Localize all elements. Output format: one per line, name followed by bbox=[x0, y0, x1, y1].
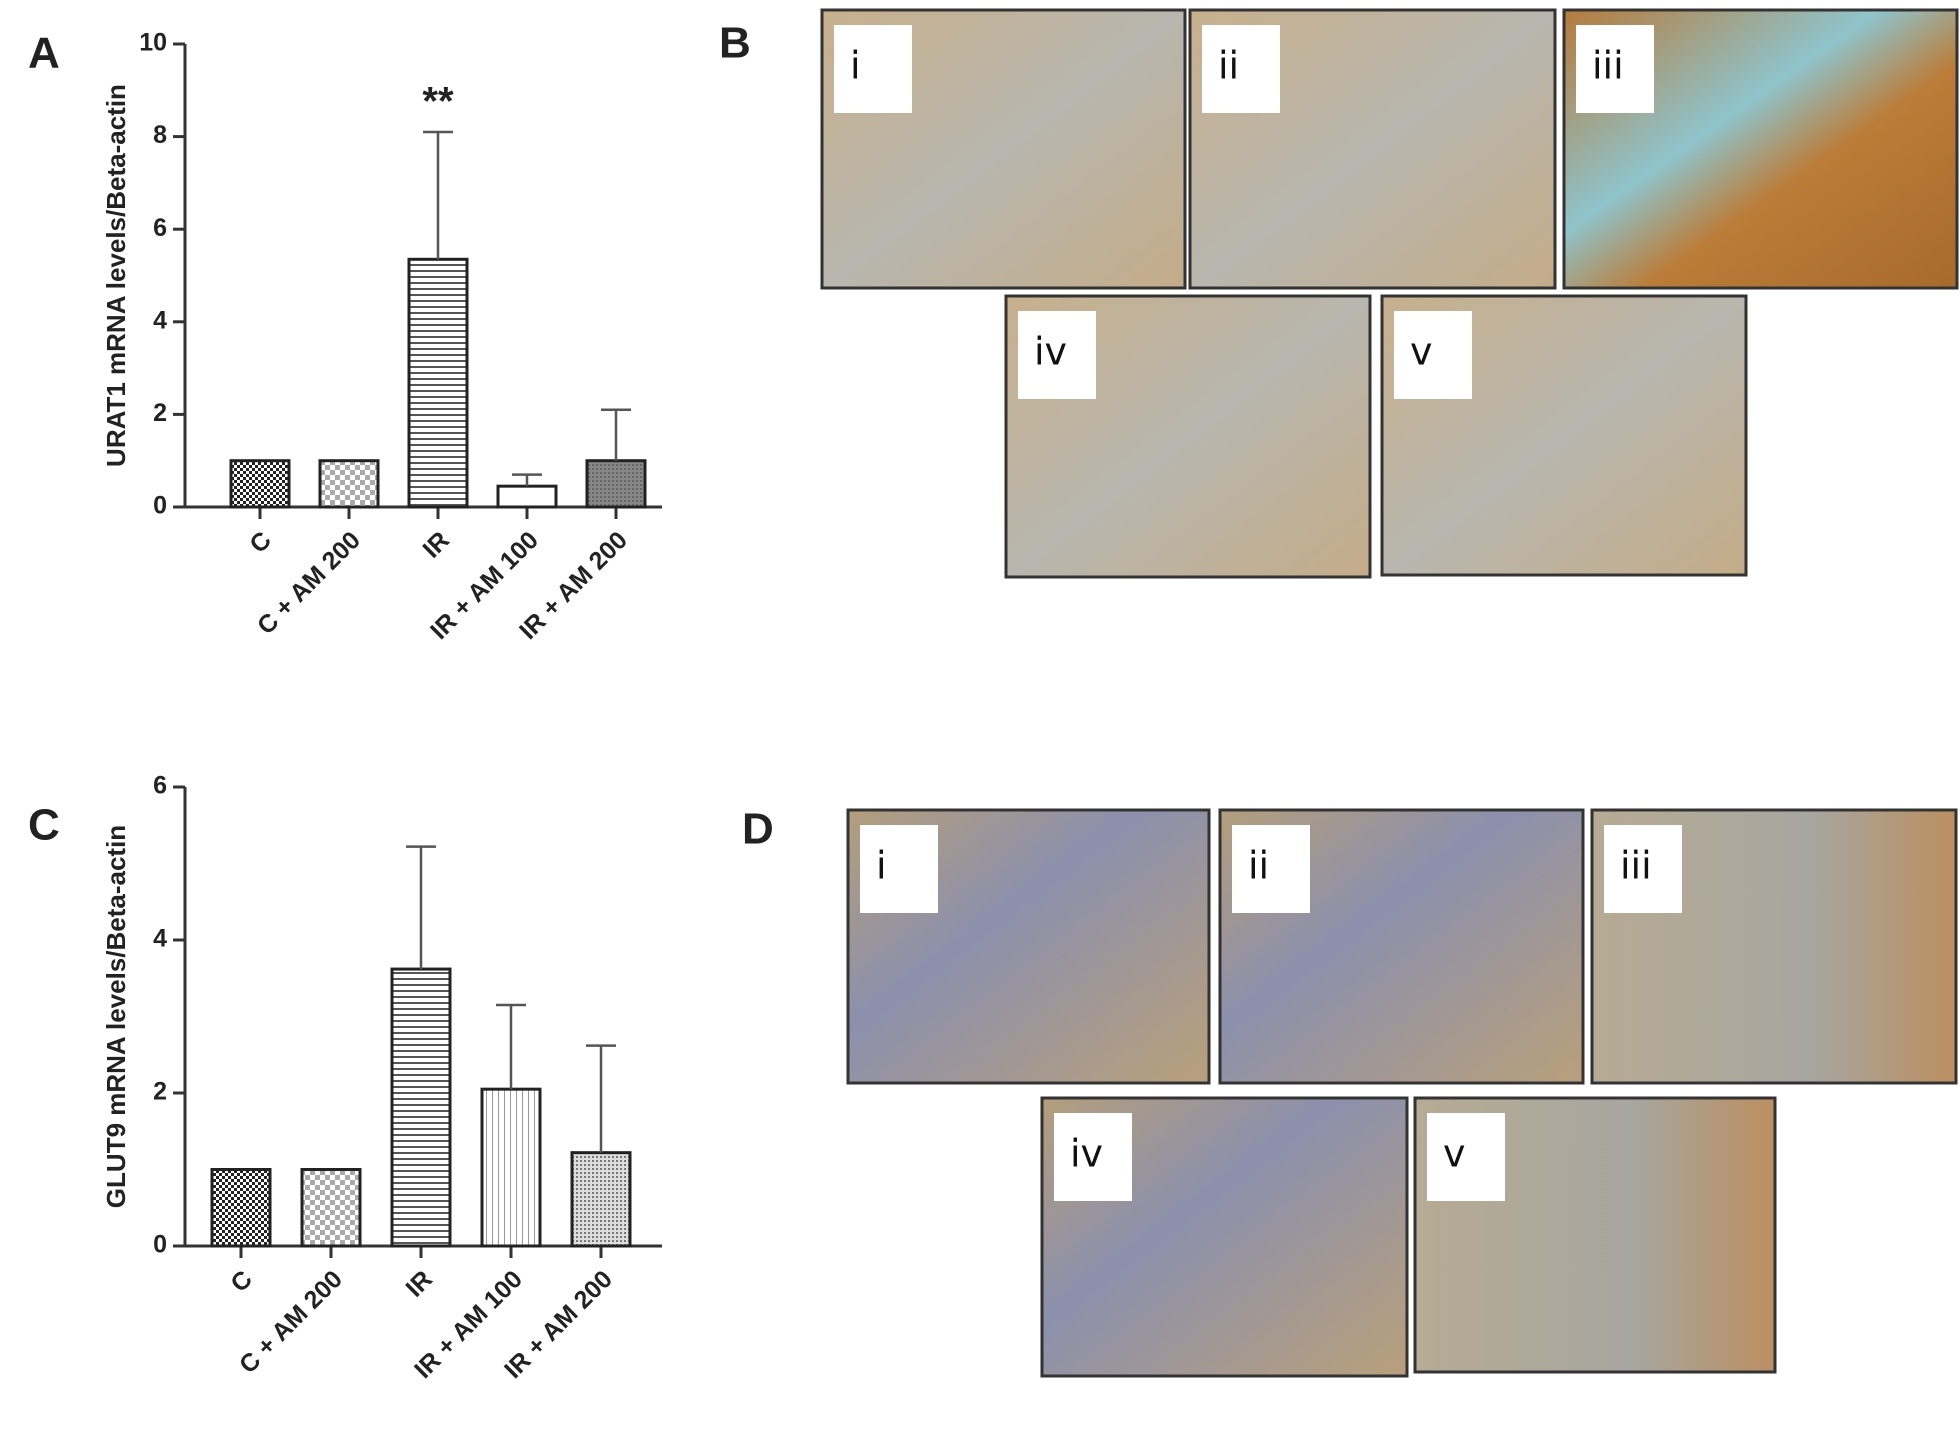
label-box bbox=[860, 825, 938, 913]
x-tick-label: C bbox=[244, 526, 277, 559]
label-box bbox=[1202, 25, 1280, 113]
y-tick-label: 8 bbox=[153, 121, 167, 149]
micrograph-label: v bbox=[1410, 330, 1433, 374]
label-box bbox=[1054, 1113, 1132, 1201]
x-tick-label: IR bbox=[400, 1265, 437, 1302]
label-box bbox=[1604, 825, 1682, 913]
y-tick-label: 4 bbox=[153, 306, 167, 334]
label-box bbox=[1232, 825, 1310, 913]
x-tick-label: C bbox=[225, 1265, 258, 1298]
panel-label: D bbox=[742, 805, 774, 854]
label-box bbox=[1394, 311, 1472, 399]
panel-label: B bbox=[719, 19, 751, 68]
bar bbox=[480, 1087, 542, 1248]
label-box bbox=[834, 25, 912, 113]
micrograph-label: i bbox=[850, 44, 861, 88]
bar bbox=[390, 967, 452, 1248]
bar bbox=[229, 459, 291, 509]
y-tick-label: 10 bbox=[139, 29, 167, 57]
bar bbox=[496, 484, 558, 509]
label-box bbox=[1576, 25, 1654, 113]
micrograph-label: ii bbox=[1218, 44, 1239, 88]
error-bar bbox=[406, 845, 436, 970]
bar bbox=[585, 459, 647, 509]
y-tick-label: 2 bbox=[153, 1078, 167, 1106]
micrograph-label: i bbox=[876, 844, 887, 888]
y-tick-label: 4 bbox=[153, 925, 167, 953]
micrograph-label: iv bbox=[1034, 330, 1067, 374]
error-bar bbox=[586, 1044, 616, 1153]
panel-label: C bbox=[28, 801, 60, 850]
bar bbox=[570, 1151, 632, 1248]
error-bar bbox=[496, 1003, 526, 1090]
panel-label: A bbox=[28, 29, 60, 78]
y-axis-label: GLUT9 mRNA levels/Beta-actin bbox=[101, 825, 131, 1208]
bar bbox=[318, 459, 380, 509]
micrograph-label: iii bbox=[1592, 44, 1624, 88]
label-box bbox=[1427, 1113, 1505, 1201]
y-tick-label: 6 bbox=[153, 214, 167, 242]
micrograph-label: iv bbox=[1070, 1132, 1103, 1176]
micrograph-label: ii bbox=[1248, 844, 1269, 888]
bar bbox=[210, 1168, 272, 1248]
error-bar bbox=[423, 130, 453, 260]
annotation: ** bbox=[422, 80, 454, 124]
micrograph-label: iii bbox=[1620, 844, 1652, 888]
x-tick-label: IR bbox=[417, 526, 454, 563]
bar bbox=[300, 1168, 362, 1248]
error-bar bbox=[601, 408, 631, 461]
bar bbox=[407, 257, 469, 509]
y-tick-label: 0 bbox=[153, 492, 167, 520]
y-tick-label: 6 bbox=[153, 772, 167, 800]
y-tick-label: 0 bbox=[153, 1231, 167, 1259]
y-tick-label: 2 bbox=[153, 399, 167, 427]
label-box bbox=[1018, 311, 1096, 399]
micrograph-label: v bbox=[1443, 1132, 1466, 1176]
y-axis-label: URAT1 mRNA levels/Beta-actin bbox=[101, 84, 131, 467]
error-bar bbox=[512, 473, 542, 487]
